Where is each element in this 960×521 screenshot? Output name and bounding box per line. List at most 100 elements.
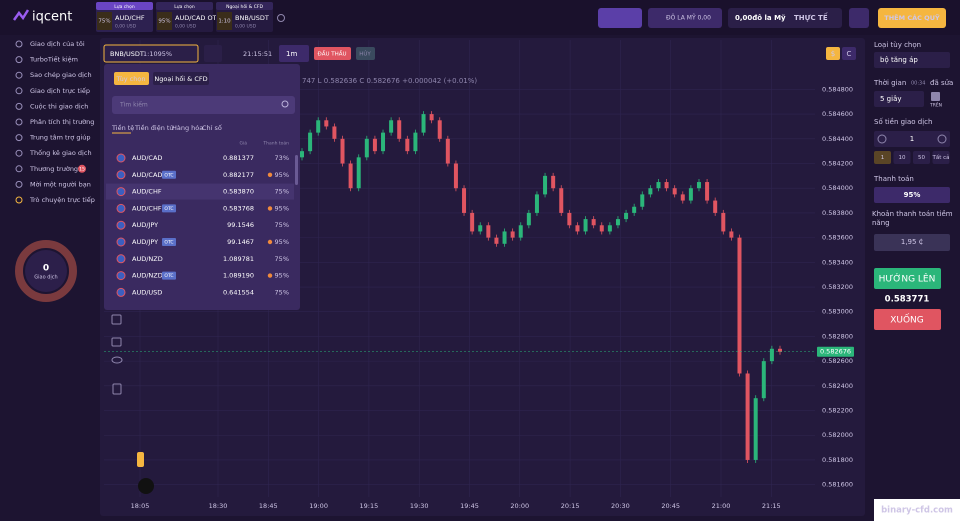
candle bbox=[559, 188, 564, 213]
category-tab[interactable]: Hàng hóa bbox=[172, 124, 203, 132]
asset-payout: 95% bbox=[275, 272, 289, 280]
flag bbox=[116, 187, 126, 197]
toolbar-asset: BNB/USDT bbox=[110, 50, 144, 58]
preset-button[interactable] bbox=[932, 151, 950, 164]
coin-toggle[interactable] bbox=[842, 47, 856, 60]
asset-price: 0.583870 bbox=[223, 188, 254, 196]
otc-badge bbox=[162, 204, 176, 213]
category-tab[interactable]: Tiền điện tử bbox=[134, 124, 174, 132]
cancel-button[interactable] bbox=[356, 47, 375, 60]
hot-icon bbox=[267, 172, 273, 177]
asset-price: 99.1467 bbox=[227, 238, 254, 246]
menu-item[interactable]: Trò chuyện trực tiếp bbox=[29, 196, 95, 204]
menu-item[interactable]: TurboTiết kiệm bbox=[29, 56, 78, 64]
duration-select[interactable] bbox=[874, 91, 924, 107]
stats-value: 0 bbox=[43, 264, 49, 274]
up-button[interactable] bbox=[874, 268, 941, 289]
add-tab[interactable] bbox=[277, 14, 285, 22]
menu-item[interactable]: Trung tâm trợ giúp bbox=[29, 134, 91, 142]
picker-tab-inactive[interactable] bbox=[153, 72, 209, 85]
tab-balance: 0,00 USD bbox=[115, 24, 137, 30]
category-tab[interactable]: Tiền tệ bbox=[111, 124, 134, 132]
menu-icon bbox=[15, 40, 23, 48]
asset-name[interactable]: AUD/USD bbox=[132, 288, 162, 296]
menu-item[interactable]: Giao dịch trực tiếp bbox=[30, 87, 90, 95]
asset-name[interactable]: AUD/NZD bbox=[132, 272, 163, 280]
fixed-checkbox[interactable] bbox=[931, 92, 940, 101]
candle bbox=[518, 225, 523, 238]
compare-button[interactable] bbox=[204, 45, 222, 62]
minus-button[interactable] bbox=[877, 134, 887, 144]
flag bbox=[116, 271, 126, 281]
asset-name[interactable]: AUD/CHF bbox=[132, 188, 162, 196]
category-tab[interactable]: Chỉ số bbox=[202, 124, 222, 132]
up-label: HƯỚNG LÊN bbox=[879, 273, 936, 285]
menu-item[interactable]: Cuộc thi giao dịch bbox=[30, 102, 88, 110]
candle bbox=[567, 212, 572, 226]
preset-button[interactable] bbox=[913, 151, 930, 164]
deposit-button[interactable] bbox=[878, 8, 946, 28]
collapse-handle[interactable] bbox=[137, 452, 144, 467]
otc-label: OTC bbox=[164, 240, 173, 246]
menu-item[interactable]: Thống kê giao dịch bbox=[29, 149, 92, 157]
menu-item[interactable]: Mời một người bạn bbox=[30, 180, 91, 188]
x-tick-label: 18:45 bbox=[259, 502, 278, 510]
candle bbox=[534, 194, 539, 213]
menu-item[interactable]: Phân tích thị trường bbox=[30, 118, 94, 126]
search-box[interactable] bbox=[112, 96, 295, 114]
candle bbox=[599, 225, 604, 232]
stats-label: Giao dịch bbox=[34, 275, 57, 281]
picker-tab-active[interactable] bbox=[114, 72, 149, 85]
asset-price: 0.882177 bbox=[223, 171, 254, 179]
promo-box[interactable] bbox=[598, 8, 642, 28]
candle bbox=[405, 138, 410, 152]
candle bbox=[575, 225, 580, 232]
cancel-label: HỦY bbox=[359, 50, 371, 58]
asset-price: 1.089781 bbox=[223, 255, 254, 263]
preset-button[interactable] bbox=[874, 151, 891, 164]
picker-tab: Tùy chọn bbox=[116, 75, 146, 83]
menu-item[interactable]: Sao chép giao dịch bbox=[30, 71, 92, 79]
account-select[interactable] bbox=[728, 8, 842, 28]
asset-name[interactable]: AUD/NZD bbox=[132, 255, 163, 263]
down-button[interactable] bbox=[874, 309, 941, 330]
candle bbox=[445, 138, 450, 164]
candle bbox=[615, 219, 620, 226]
y-tick-label: 0.584200 bbox=[822, 160, 853, 168]
asset-name[interactable]: AUD/JPY bbox=[132, 221, 158, 229]
profile-button[interactable] bbox=[849, 8, 869, 28]
down-label: XUỐNG bbox=[890, 313, 924, 326]
demo-account[interactable] bbox=[648, 8, 722, 28]
plus-button[interactable] bbox=[937, 134, 947, 144]
y-tick-label: 0.584400 bbox=[822, 135, 853, 143]
candle bbox=[656, 182, 661, 189]
otc-label: OTC bbox=[164, 172, 173, 178]
option-type-select[interactable] bbox=[874, 52, 950, 68]
asset-selector[interactable] bbox=[103, 44, 199, 63]
preset-button[interactable] bbox=[893, 151, 911, 164]
timeframe-select[interactable] bbox=[279, 45, 309, 62]
asset-payout: 95% bbox=[275, 204, 289, 212]
tab-kind: Lựa chọn bbox=[174, 4, 195, 10]
asset-payout: 75% bbox=[275, 221, 289, 229]
toolbar-leverage: 1:1095% bbox=[143, 50, 172, 58]
flag bbox=[116, 170, 126, 180]
usd-toggle[interactable] bbox=[826, 47, 840, 60]
potential-label-box: Khoản thanh toán tiềm năng bbox=[872, 210, 953, 227]
payout-box bbox=[874, 187, 950, 203]
asset-name[interactable]: AUD/CAD bbox=[132, 154, 162, 162]
amount-input[interactable] bbox=[874, 131, 950, 147]
x-tick-label: 20:30 bbox=[611, 502, 630, 510]
menu-item[interactable]: Thương trường bbox=[29, 165, 78, 173]
time-value: 00:34 bbox=[911, 81, 925, 87]
menu-item[interactable]: Giao dịch của tôi bbox=[30, 40, 85, 48]
tab-balance: 0,00 USD bbox=[175, 24, 197, 30]
flag bbox=[116, 203, 126, 213]
x-tick-label: 18:05 bbox=[131, 502, 150, 510]
asset-name[interactable]: AUD/CHF bbox=[132, 204, 162, 212]
bid-button[interactable] bbox=[314, 47, 351, 60]
asset-name[interactable]: AUD/JPY bbox=[132, 238, 158, 246]
asset-name[interactable]: AUD/CAD bbox=[132, 171, 162, 179]
y-tick-label: 0.583400 bbox=[822, 258, 853, 266]
